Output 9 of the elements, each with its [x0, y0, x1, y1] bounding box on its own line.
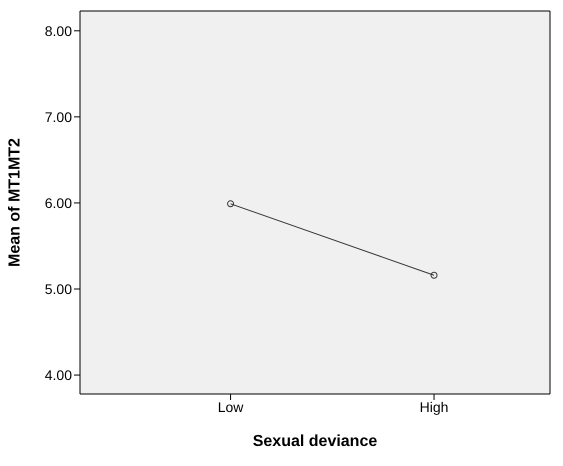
- x-axis-title: Sexual deviance: [252, 433, 378, 450]
- y-tick-label: 7.00: [44, 108, 72, 125]
- x-tick-label: Low: [218, 398, 244, 415]
- y-tick-label: 8.00: [44, 22, 72, 39]
- y-axis-title: Mean of MT1MT2: [6, 138, 24, 267]
- y-tick-label: 4.00: [44, 367, 72, 384]
- y-tick-label: 5.00: [44, 280, 72, 297]
- x-tick-label: High: [420, 398, 448, 415]
- y-tick-label: 6.00: [44, 194, 72, 211]
